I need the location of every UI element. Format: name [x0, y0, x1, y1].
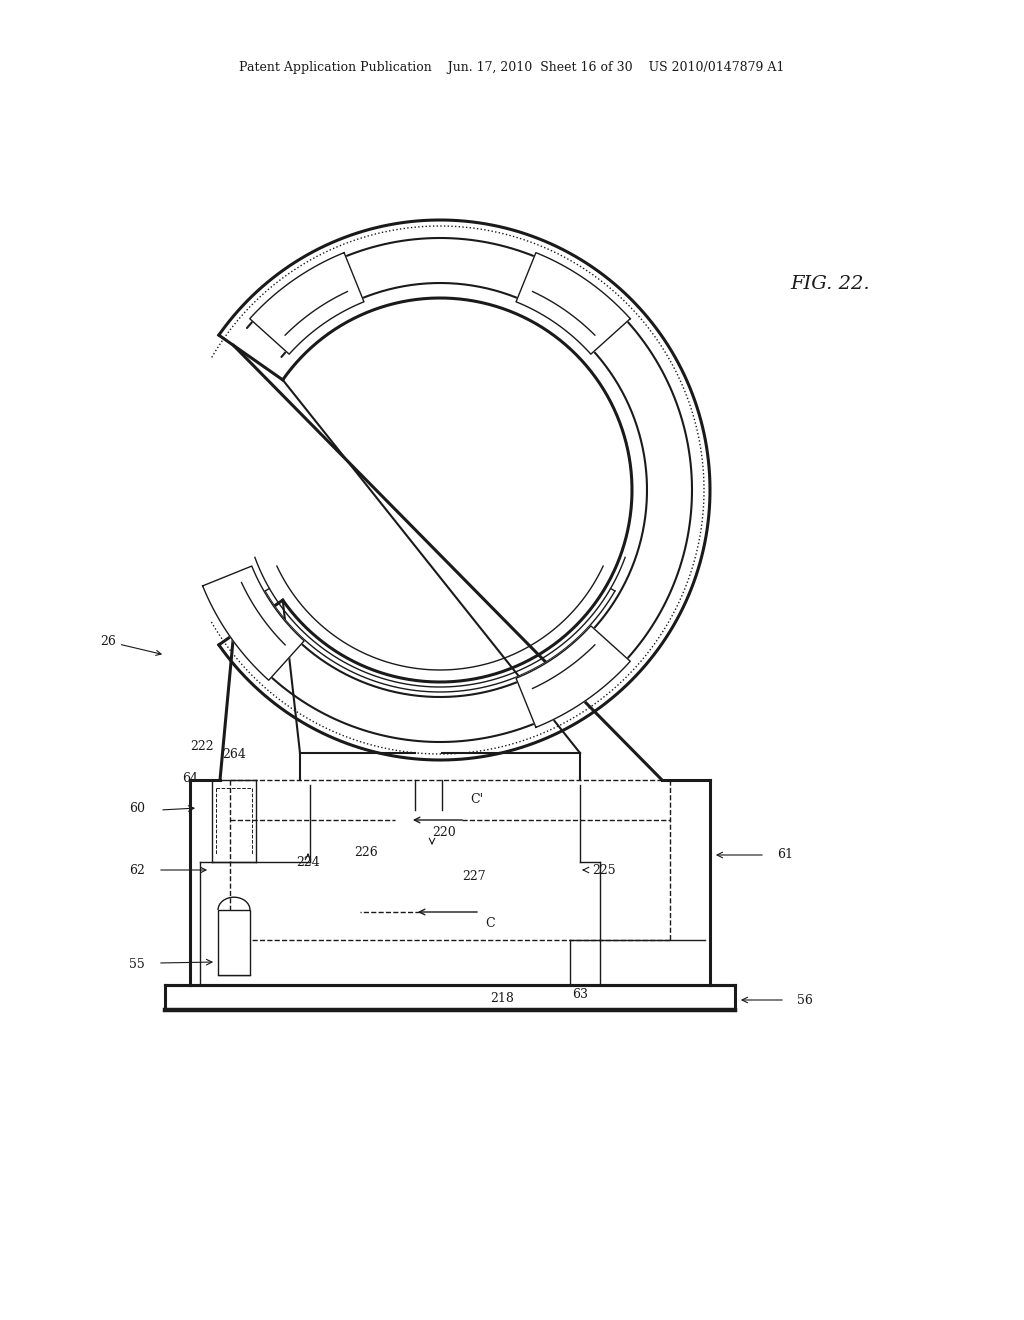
Text: 218: 218 [490, 991, 514, 1005]
Polygon shape [516, 626, 630, 727]
Text: 264: 264 [222, 747, 246, 760]
Text: 55: 55 [129, 958, 145, 972]
Polygon shape [250, 252, 364, 354]
Text: 63: 63 [572, 989, 588, 1002]
Text: FIG. 22.: FIG. 22. [790, 275, 869, 293]
Polygon shape [516, 252, 630, 354]
Text: C': C' [470, 793, 483, 807]
Text: 60: 60 [129, 801, 145, 814]
Text: 225: 225 [592, 863, 615, 876]
Text: 64: 64 [182, 771, 198, 784]
Text: 220: 220 [432, 826, 456, 840]
Text: 56: 56 [797, 994, 813, 1006]
Text: 226: 226 [354, 846, 378, 859]
Text: 224: 224 [296, 855, 319, 869]
Text: C: C [485, 917, 495, 931]
Text: 61: 61 [777, 849, 793, 862]
Polygon shape [203, 566, 304, 680]
Text: 26: 26 [100, 635, 161, 655]
Bar [218, 909, 250, 975]
Text: Patent Application Publication    Jun. 17, 2010  Sheet 16 of 30    US 2010/01478: Patent Application Publication Jun. 17, … [240, 62, 784, 74]
Text: 227: 227 [462, 870, 485, 883]
Text: 62: 62 [129, 863, 145, 876]
Text: 222: 222 [190, 739, 214, 752]
